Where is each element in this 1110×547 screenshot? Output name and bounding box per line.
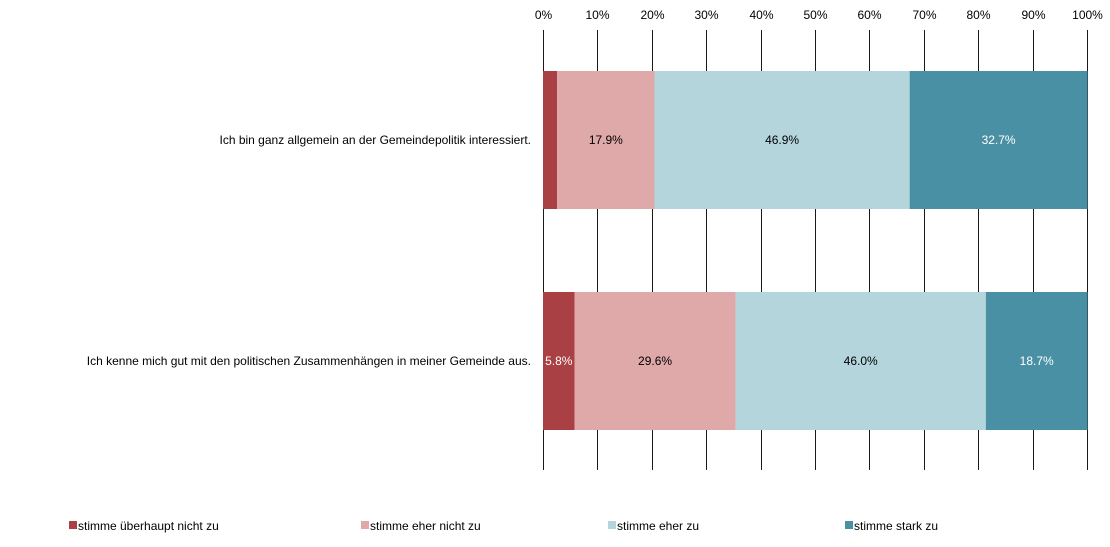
legend-item: stimme eher zu [608,519,699,533]
legend-swatch [845,521,853,529]
x-axis-ticks: 0% 10% 20% 30% 40% 50% 60% 70% 80% 90% 100% [535,8,1103,22]
legend-label: stimme eher zu [617,519,699,533]
legend-swatch [69,521,77,529]
bar-segment [574,292,736,430]
x-tick-label: 10% [585,8,609,22]
x-tick-label: 60% [857,8,881,22]
legend-swatch [608,521,616,529]
x-tick-label: 70% [912,8,936,22]
legend-label: stimme eher nicht zu [370,519,481,533]
legend-item: stimme überhaupt nicht zu [69,519,219,533]
legend-item: stimme eher nicht zu [361,519,481,533]
x-tick-label: 30% [694,8,718,22]
x-tick-label: 20% [640,8,664,22]
legend-label: stimme stark zu [854,519,938,533]
data-label: 29.6% [638,354,672,368]
x-tick-label: 100% [1072,8,1103,22]
bar-segment [654,71,910,209]
x-tick-label: 0% [535,8,553,22]
data-label: 32.7% [982,133,1016,147]
data-label: 17.9% [589,133,623,147]
bar-segment [543,71,558,209]
legend-item: stimme stark zu [845,519,938,533]
category-label: Ich bin ganz allgemein an der Gemeindepo… [219,133,531,147]
legend-label: stimme überhaupt nicht zu [78,519,219,533]
bar-segment [557,71,655,209]
bar-segment [543,292,575,430]
bar-segment [909,71,1088,209]
data-label: 46.0% [844,354,878,368]
bar-segment [985,292,1088,430]
x-tick-label: 40% [749,8,773,22]
category-label: Ich kenne mich gut mit den politischen Z… [87,354,531,368]
data-label: 5.8% [545,354,573,368]
legend: stimme überhaupt nicht zu stimme eher nic… [69,519,938,533]
x-tick-label: 80% [966,8,990,22]
bars: 17.9% 46.9% 32.7% 5.8% 29.6% 46.0% 18.7% [543,71,1088,430]
legend-swatch [361,521,369,529]
x-tick-label: 90% [1021,8,1045,22]
data-label: 46.9% [765,133,799,147]
bar-segment [735,292,986,430]
category-labels: Ich bin ganz allgemein an der Gemeindepo… [87,133,531,368]
x-tick-label: 50% [803,8,827,22]
data-label: 18.7% [1020,354,1054,368]
